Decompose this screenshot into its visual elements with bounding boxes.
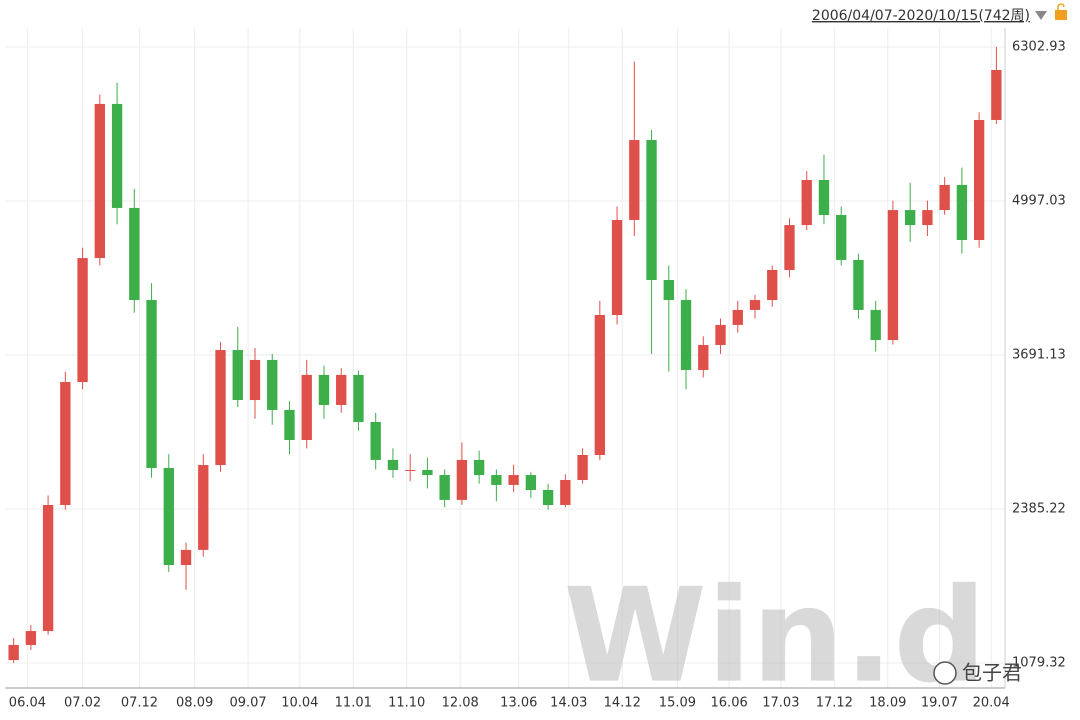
candle-body <box>301 374 312 441</box>
watermark: Win.d <box>564 560 987 712</box>
candle-body <box>198 465 209 550</box>
candle-body <box>905 210 916 226</box>
candle-body <box>215 350 226 466</box>
x-tick-label: 15.09 <box>659 696 696 711</box>
candle-body <box>629 140 640 220</box>
y-tick-label: 1079.32 <box>1012 655 1066 670</box>
candle-body <box>767 269 778 301</box>
x-tick-label: 20.04 <box>973 696 1010 711</box>
x-tick-label: 11.01 <box>335 696 372 711</box>
x-tick-label: 07.02 <box>64 696 101 711</box>
candle-body <box>491 475 502 485</box>
candle-body <box>405 469 416 471</box>
candle-body <box>508 475 519 485</box>
candle-body <box>94 103 105 259</box>
x-tick-label: 17.03 <box>762 696 799 711</box>
y-tick-label: 2385.22 <box>1012 501 1066 516</box>
candle-body <box>163 467 174 566</box>
x-tick-label: 13.06 <box>500 696 537 711</box>
candle-body <box>42 504 54 632</box>
candle-body <box>594 315 605 455</box>
candle-body <box>577 454 588 480</box>
x-tick-label: 14.03 <box>550 696 587 711</box>
candle-body <box>129 207 140 301</box>
candle-body <box>870 309 881 341</box>
candle-body <box>698 344 709 370</box>
x-tick-label: 08.09 <box>176 696 213 711</box>
candle-body <box>146 300 157 468</box>
candle-body <box>818 179 830 216</box>
candle-body <box>180 549 192 566</box>
candle-body <box>387 459 399 470</box>
candle-body <box>232 350 243 401</box>
candle-body <box>336 374 347 405</box>
candle-body <box>646 140 657 280</box>
candle-body <box>111 103 123 208</box>
plot-area: 1079.32 2385.22 3691.13 4997.03 6302.93 06.04… <box>5 28 1066 711</box>
candle-body <box>267 359 278 410</box>
candle-body <box>353 374 364 422</box>
candle-body <box>284 409 295 441</box>
x-tick-label: 17.12 <box>816 696 853 711</box>
x-tick-label: 14.12 <box>604 696 641 711</box>
dropdown-arrow[interactable] <box>1035 11 1047 20</box>
wechat-icon <box>933 661 957 685</box>
candle-body <box>542 490 554 505</box>
candle-body <box>663 279 674 301</box>
y-tick-label: 4997.03 <box>1012 193 1066 208</box>
candle-body <box>784 225 795 270</box>
candle-body <box>715 324 726 345</box>
candle-body <box>525 475 537 491</box>
x-tick-label: 12.08 <box>442 696 479 711</box>
date-range[interactable]: 2006/04/07-2020/10/15(742周) <box>812 8 1030 24</box>
candle-body <box>680 300 692 370</box>
candle-body <box>887 210 899 341</box>
candle-body <box>836 215 847 260</box>
x-tick-label: 19.07 <box>921 696 958 711</box>
candle-body <box>801 179 812 226</box>
x-tick-label: 11.10 <box>388 696 425 711</box>
lock-shackle <box>1057 3 1065 10</box>
x-tick-label: 16.06 <box>711 696 748 711</box>
candle-body <box>473 459 485 476</box>
candle-body <box>249 359 261 401</box>
candle-body <box>25 631 37 645</box>
candle-body <box>370 421 381 460</box>
candle-body <box>456 459 468 500</box>
x-tick-label: 09.07 <box>229 696 266 711</box>
y-tick-label: 6302.93 <box>1012 39 1066 54</box>
credit: 包子君 <box>962 661 1022 685</box>
candle-body <box>749 300 761 310</box>
x-tick-label: 07.12 <box>121 696 158 711</box>
candle-body <box>922 210 933 226</box>
candle-body <box>853 259 864 310</box>
candle-body <box>973 119 985 241</box>
candle-body <box>439 475 450 500</box>
candle-body <box>732 309 743 325</box>
lock-icon[interactable] <box>1055 10 1067 20</box>
candle-body <box>939 184 950 211</box>
x-tick-label: 18.09 <box>869 696 906 711</box>
candle-body <box>77 258 88 382</box>
candle-body <box>8 644 19 661</box>
candle-body <box>991 69 1002 120</box>
candle-body <box>422 469 433 476</box>
candle-body <box>318 374 330 405</box>
candle-body <box>60 381 71 505</box>
candle-body <box>956 184 968 241</box>
y-tick-label: 3691.13 <box>1012 347 1066 362</box>
candle-body <box>560 479 571 505</box>
x-tick-label: 10.04 <box>281 696 318 711</box>
x-tick-label: 06.04 <box>9 696 46 711</box>
candle-body <box>611 219 623 316</box>
